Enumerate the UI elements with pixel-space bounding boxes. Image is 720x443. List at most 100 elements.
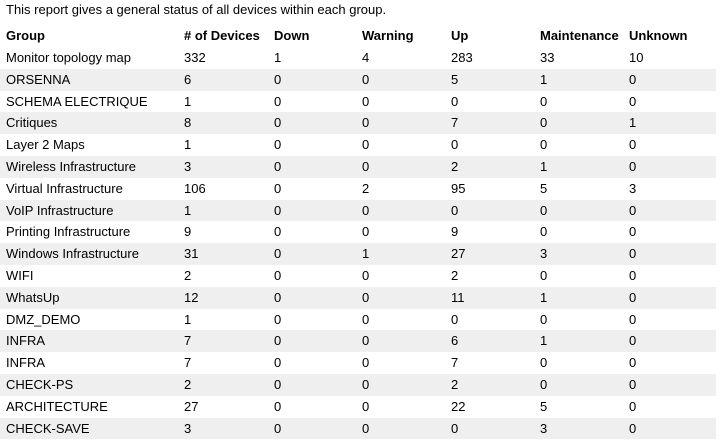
cell-device-count: 2 <box>184 267 192 283</box>
table-row: ORSENNA 6 0 0 5 1 0 <box>0 68 716 91</box>
cell-maintenance: 0 <box>540 267 548 283</box>
cell-group: Layer 2 Maps <box>6 137 85 153</box>
cell-unknown: 0 <box>629 246 637 262</box>
table-header-row: Group # of Devices Down Warning Up Maint… <box>0 24 716 47</box>
cell-maintenance: 1 <box>540 158 548 174</box>
cell-up: 95 <box>451 180 466 196</box>
cell-down: 0 <box>274 115 282 131</box>
cell-group: ORSENNA <box>6 71 71 87</box>
cell-up: 27 <box>451 246 466 262</box>
table-row: CHECK-SAVE 3 0 0 0 3 0 <box>0 417 716 440</box>
cell-down: 0 <box>274 224 282 240</box>
cell-device-count: 1 <box>184 311 192 327</box>
cell-device-count: 8 <box>184 115 192 131</box>
table-row: WIFI 2 0 0 2 0 0 <box>0 265 716 287</box>
cell-device-count: 1 <box>184 93 192 109</box>
cell-down: 0 <box>274 376 282 392</box>
cell-up: 7 <box>451 355 459 371</box>
cell-group: Windows Infrastructure <box>6 246 139 262</box>
cell-up: 2 <box>451 267 459 283</box>
cell-maintenance: 0 <box>540 355 548 371</box>
cell-group: INFRA <box>6 333 45 349</box>
cell-warning: 0 <box>362 333 370 349</box>
column-header-unknown: Unknown <box>629 28 688 43</box>
cell-device-count: 1 <box>184 202 192 218</box>
column-header-up: Up <box>451 28 469 43</box>
cell-up: 9 <box>451 224 459 240</box>
cell-down: 0 <box>274 355 282 371</box>
cell-group: WhatsUp <box>6 289 60 305</box>
cell-device-count: 7 <box>184 333 192 349</box>
cell-down: 0 <box>274 398 282 414</box>
cell-up: 0 <box>451 420 459 436</box>
column-header-warning: Warning <box>362 28 414 43</box>
table-row: SCHEMA ELECTRIQUE 1 0 0 0 0 0 <box>0 91 716 113</box>
cell-maintenance: 5 <box>540 180 548 196</box>
cell-warning: 0 <box>362 93 370 109</box>
cell-unknown: 0 <box>629 355 637 371</box>
cell-up: 7 <box>451 115 459 131</box>
cell-down: 0 <box>274 93 282 109</box>
cell-up: 6 <box>451 333 459 349</box>
cell-group: WIFI <box>6 267 34 283</box>
cell-unknown: 0 <box>629 398 637 414</box>
table-row: Windows Infrastructure 31 0 1 27 3 0 <box>0 243 716 265</box>
cell-maintenance: 5 <box>540 398 548 414</box>
cell-warning: 0 <box>362 311 370 327</box>
cell-down: 0 <box>274 246 282 262</box>
cell-maintenance: 3 <box>540 420 548 436</box>
cell-maintenance: 0 <box>540 376 548 392</box>
column-header-down: Down <box>274 28 310 43</box>
table-row: WhatsUp 12 0 0 11 1 0 <box>0 286 716 309</box>
cell-down: 0 <box>274 289 282 305</box>
cell-maintenance: 0 <box>540 224 548 240</box>
column-header-device-count: # of Devices <box>184 28 260 43</box>
cell-maintenance: 1 <box>540 289 548 305</box>
table-body: Monitor topology map 332 1 4 283 33 10 ORSENNA 6… <box>0 47 716 440</box>
cell-unknown: 0 <box>629 202 637 218</box>
cell-maintenance: 0 <box>540 115 548 131</box>
cell-up: 0 <box>451 93 459 109</box>
cell-unknown: 0 <box>629 71 637 87</box>
cell-warning: 0 <box>362 376 370 392</box>
cell-device-count: 332 <box>184 50 206 65</box>
cell-unknown: 1 <box>629 115 637 131</box>
cell-unknown: 0 <box>629 158 637 174</box>
cell-group: Virtual Infrastructure <box>6 180 123 196</box>
cell-unknown: 0 <box>629 311 637 327</box>
cell-group: Monitor topology map <box>6 50 132 65</box>
cell-unknown: 0 <box>629 376 637 392</box>
cell-warning: 0 <box>362 158 370 174</box>
cell-warning: 4 <box>362 50 370 65</box>
cell-group: SCHEMA ELECTRIQUE <box>6 93 148 109</box>
table-row: Wireless Infrastructure 3 0 0 2 1 0 <box>0 155 716 178</box>
cell-unknown: 0 <box>629 137 637 153</box>
cell-down: 0 <box>274 333 282 349</box>
cell-warning: 2 <box>362 180 370 196</box>
cell-down: 0 <box>274 158 282 174</box>
cell-device-count: 6 <box>184 71 192 87</box>
cell-down: 0 <box>274 202 282 218</box>
cell-up: 5 <box>451 71 459 87</box>
cell-unknown: 0 <box>629 224 637 240</box>
cell-up: 2 <box>451 158 459 174</box>
table-row: INFRA 7 0 0 7 0 0 <box>0 352 716 374</box>
cell-group: DMZ_DEMO <box>6 311 81 327</box>
cell-down: 0 <box>274 267 282 283</box>
cell-device-count: 2 <box>184 376 192 392</box>
cell-maintenance: 0 <box>540 93 548 109</box>
cell-up: 0 <box>451 202 459 218</box>
cell-group: INFRA <box>6 355 45 371</box>
cell-maintenance: 0 <box>540 202 548 218</box>
cell-unknown: 0 <box>629 420 637 436</box>
cell-device-count: 7 <box>184 355 192 371</box>
table-row: Printing Infrastructure 9 0 0 9 0 0 <box>0 221 716 243</box>
cell-warning: 0 <box>362 398 370 414</box>
cell-up: 11 <box>451 289 465 305</box>
cell-unknown: 0 <box>629 333 637 349</box>
cell-warning: 0 <box>362 420 370 436</box>
cell-warning: 1 <box>362 246 370 262</box>
cell-unknown: 0 <box>629 93 637 109</box>
cell-group: Wireless Infrastructure <box>6 158 137 174</box>
